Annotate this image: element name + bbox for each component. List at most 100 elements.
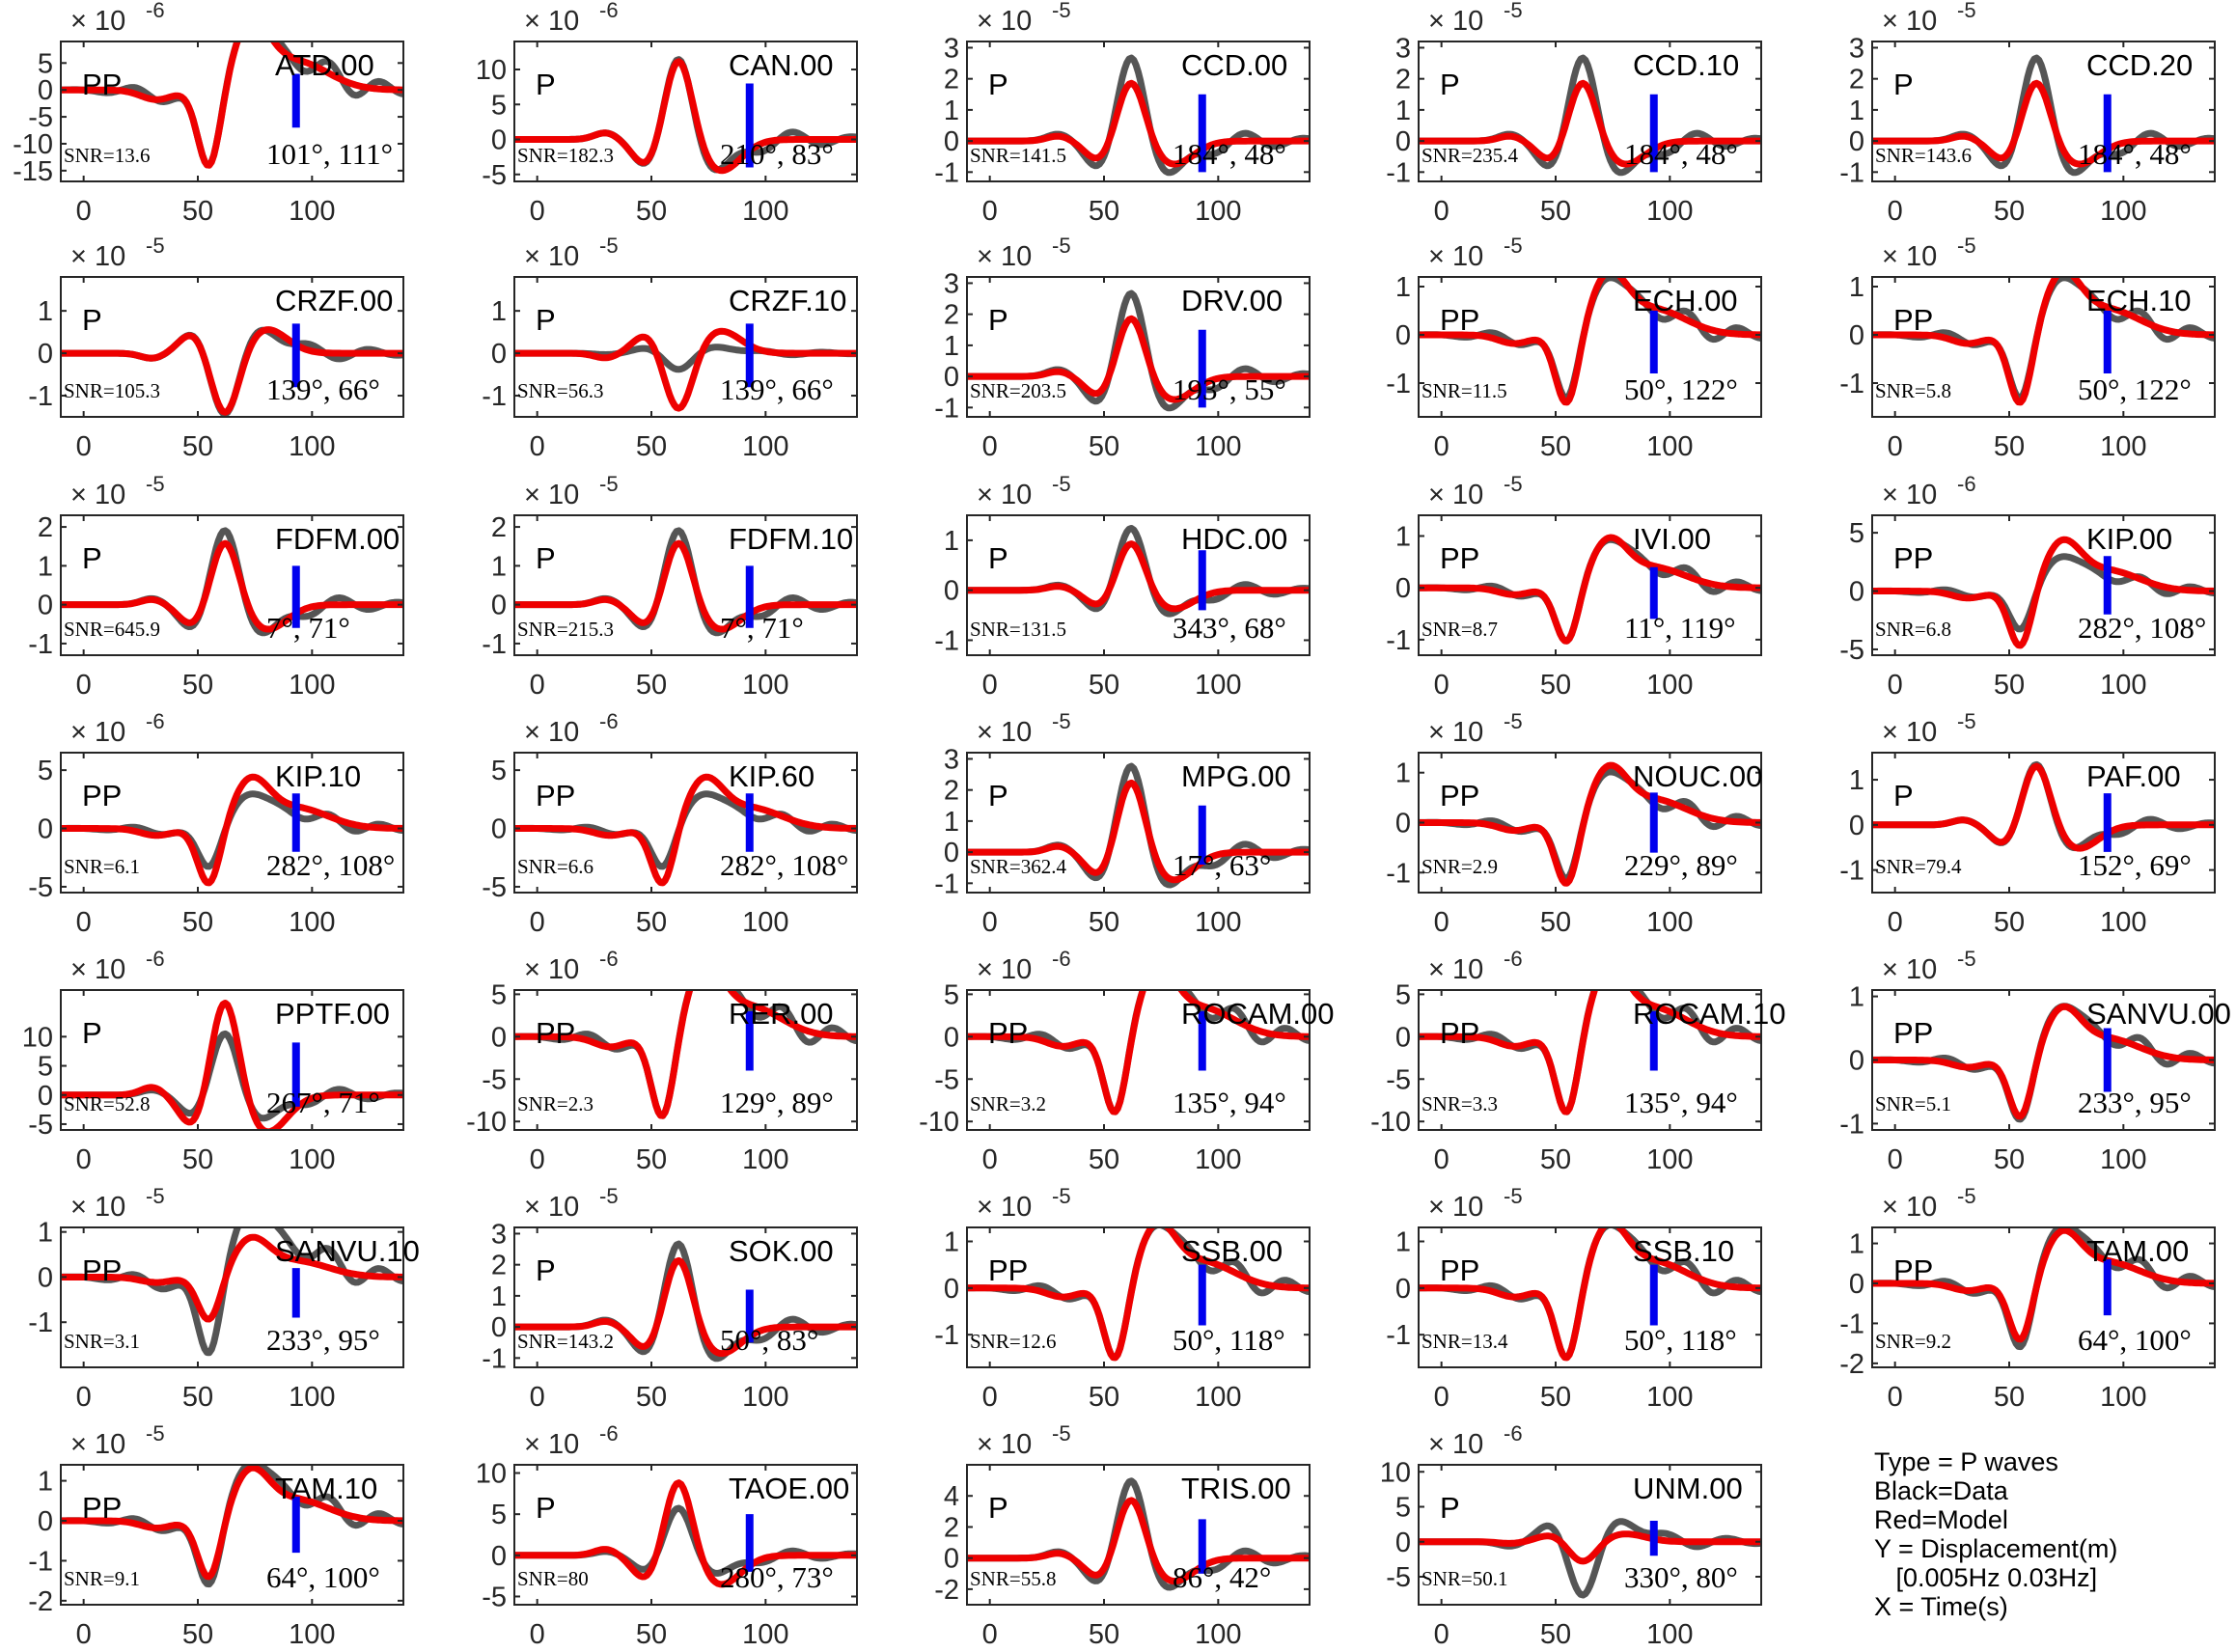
y-tick-label: 1	[38, 551, 53, 582]
y-tick-label: 10	[1380, 1457, 1411, 1488]
angle-label: 64°, 100°	[266, 1560, 380, 1594]
x-tick-label: 100	[1646, 670, 1693, 701]
y-tick-label: -1	[934, 1320, 959, 1351]
legend-line: Red=Model	[1874, 1505, 2117, 1534]
y-exponent-value: -5	[1052, 1184, 1071, 1208]
y-exponent-value: -5	[599, 472, 619, 496]
y-exponent-label: × 10	[524, 954, 579, 985]
x-tick-label: 100	[742, 431, 788, 462]
y-exponent-label: × 10	[1428, 1192, 1483, 1223]
y-exponent-value: -5	[1052, 1421, 1071, 1446]
y-tick-label: -15	[13, 156, 53, 187]
station-name: ECH.10	[2086, 284, 2192, 317]
y-exponent-label: × 10	[1882, 954, 1937, 985]
phase-type: P	[536, 541, 556, 575]
station-name: CRZF.00	[275, 284, 393, 317]
y-tick-label: 5	[38, 1052, 53, 1083]
y-tick-label: 0	[944, 126, 959, 157]
x-tick-label: 0	[76, 670, 92, 701]
y-tick-label: 5	[491, 756, 507, 786]
y-tick-label: 0	[944, 1544, 959, 1575]
station-name: RER.00	[729, 997, 834, 1031]
y-tick-label: 1	[38, 296, 53, 327]
x-tick-label: 0	[530, 670, 545, 701]
y-tick-label: 0	[1395, 1022, 1411, 1053]
snr-label: SNR=13.4	[1422, 1330, 1508, 1353]
station-name: UNM.00	[1633, 1472, 1743, 1505]
legend-line: Y = Displacement(m)	[1874, 1534, 2117, 1563]
y-tick-label: 0	[944, 1274, 959, 1305]
y-exponent-value: -6	[146, 0, 165, 22]
x-tick-label: 100	[1195, 1619, 1241, 1650]
y-tick-label: 1	[944, 807, 959, 838]
phase-type: PP	[82, 68, 122, 101]
angle-label: 101°, 111°	[266, 137, 393, 171]
x-tick-label: 0	[1888, 907, 1903, 938]
x-tick-label: 0	[1434, 1382, 1449, 1413]
y-tick-label: -1	[28, 1546, 53, 1577]
model-trace	[514, 543, 857, 629]
x-tick-label: 0	[76, 1382, 92, 1413]
snr-label: SNR=5.8	[1875, 379, 1951, 402]
y-exponent-label: × 10	[524, 1192, 579, 1223]
station-name: FDFM.10	[729, 522, 853, 556]
y-tick-label: -1	[934, 157, 959, 188]
y-tick-label: 2	[944, 300, 959, 331]
y-tick-label: 0	[1849, 577, 1864, 608]
legend-line: Black=Data	[1874, 1476, 2117, 1505]
angle-label: 17°, 63°	[1173, 848, 1271, 882]
x-tick-label: 50	[182, 1619, 213, 1650]
y-tick-label: 0	[1849, 811, 1864, 841]
x-tick-label: 0	[982, 431, 998, 462]
x-tick-label: 50	[1540, 1382, 1571, 1413]
angle-label: 64°, 100°	[2078, 1323, 2192, 1357]
x-tick-label: 0	[530, 196, 545, 227]
x-tick-label: 50	[1089, 1382, 1119, 1413]
subplot-sok-00: 3210-10 50 100× 10 -5PSOK.00SNR=143.2 50°, 8…	[482, 1184, 857, 1413]
x-tick-label: 100	[289, 431, 335, 462]
snr-label: SNR=79.4	[1875, 855, 1962, 878]
x-tick-label: 0	[982, 1619, 998, 1650]
y-exponent-value: -6	[1052, 947, 1071, 971]
angle-label: 135°, 94°	[1173, 1086, 1286, 1119]
y-exponent-label: × 10	[524, 717, 579, 748]
y-tick-label: -1	[1839, 1308, 1864, 1339]
subplot-tam-00: 10-1-20 50 100× 10 -5PPTAM.00SNR=9.2 64°, 10…	[1839, 1184, 2215, 1413]
y-exponent-value: -6	[1504, 947, 1523, 971]
y-tick-label: 2	[1849, 65, 1864, 96]
y-tick-label: -10	[1370, 1107, 1411, 1138]
y-exponent-value: -6	[599, 1421, 619, 1446]
y-tick-label: 0	[38, 339, 53, 370]
x-tick-label: 0	[76, 431, 92, 462]
angle-label: 129°, 89°	[720, 1086, 834, 1119]
angle-label: 50°, 118°	[1173, 1323, 1285, 1357]
y-tick-label: 0	[1395, 126, 1411, 157]
model-trace	[1419, 1534, 1761, 1561]
y-exponent-value: -5	[1504, 472, 1523, 496]
angle-label: 280°, 73°	[720, 1560, 834, 1594]
subplot-paf-00: 10-10 50 100× 10 -5PPAF.00SNR=79.4 152°, 69°	[1839, 709, 2215, 938]
station-name: TRIS.00	[1181, 1472, 1291, 1505]
snr-label: SNR=5.1	[1875, 1092, 1951, 1115]
phase-type: P	[988, 68, 1008, 101]
x-tick-label: 0	[982, 1144, 998, 1175]
y-tick-label: 0	[1395, 1528, 1411, 1558]
subplot-sanvu-10: 10-10 50 100× 10 -5PPSANVU.10SNR=3.1 233°, 9…	[28, 1184, 420, 1413]
angle-label: 135°, 94°	[1624, 1086, 1738, 1119]
station-name: KIP.10	[275, 759, 361, 793]
station-name: HDC.00	[1181, 522, 1287, 556]
y-tick-label: 10	[476, 1459, 507, 1490]
x-tick-label: 0	[76, 196, 92, 227]
x-tick-label: 50	[182, 1144, 213, 1175]
phase-type: P	[1893, 779, 1914, 812]
y-tick-label: -5	[482, 872, 507, 903]
subplot-ssb-00: 10-10 50 100× 10 -5PPSSB.00SNR=12.6 50°, 118…	[934, 1184, 1310, 1413]
y-tick-label: -10	[466, 1107, 507, 1138]
phase-type: PP	[536, 779, 575, 812]
x-tick-label: 100	[742, 1382, 788, 1413]
y-exponent-label: × 10	[1882, 480, 1937, 510]
x-tick-label: 50	[1994, 907, 2025, 938]
angle-label: 210°, 83°	[720, 137, 834, 171]
